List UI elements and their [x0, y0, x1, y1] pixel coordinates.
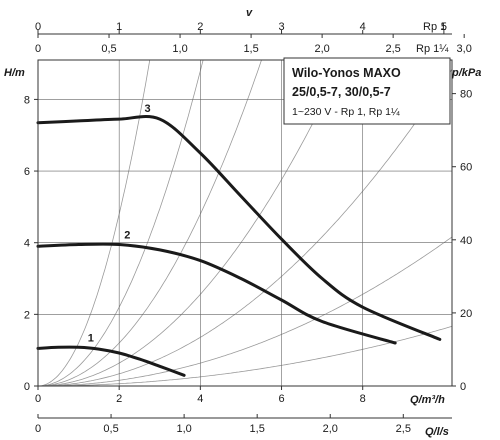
plot-frame [37, 59, 453, 387]
curve-label-1: 1 [88, 332, 94, 344]
system-curve-3 [38, 60, 262, 386]
y-right-label: p/kPa [451, 67, 481, 79]
x-bottom-tick-5: 2,5 [396, 423, 411, 435]
system-curve-4 [38, 60, 345, 386]
curve-label-2: 2 [124, 230, 130, 242]
system-curve-5 [38, 68, 452, 386]
y-left-tick-6: 6 [24, 166, 30, 178]
x-top-rp114-unit: Rp 1¼ [416, 43, 449, 55]
x-top-rp114-tick-4: 2,0 [314, 43, 329, 55]
x-top-rp1-tick-5: 5 [441, 21, 447, 33]
title-box [283, 57, 451, 125]
system-curves [38, 60, 452, 386]
x-bottom-tick-1: 0,5 [103, 423, 118, 435]
y-right-tick-20: 20 [460, 308, 472, 320]
curve-label-3: 3 [145, 103, 151, 115]
x-bottom-tick-2: 1,0 [176, 423, 191, 435]
grid [38, 60, 452, 386]
x-top-rp1-unit: Rp 1 [423, 21, 446, 33]
x-tick-6: 6 [278, 393, 284, 405]
x-top-rp1-tick-0: 0 [35, 21, 41, 33]
x-tick-8: 8 [360, 393, 366, 405]
system-curve-7 [38, 326, 452, 386]
x-top-rp114-tick-0: 0 [35, 43, 41, 55]
x-top-rp1-tick-1: 1 [116, 21, 122, 33]
x-top-rp114-tick-5: 2,5 [385, 43, 400, 55]
x-top-rp114-tick-1: 0,5 [101, 43, 116, 55]
x-top-rp1-tick-4: 4 [360, 21, 366, 33]
x-top-velocity-label: v [246, 7, 253, 19]
pump-curve-1 [36, 345, 186, 377]
x-bottom-tick-0: 0 [35, 423, 41, 435]
x-bottom-tick-4: 2,0 [323, 423, 338, 435]
y-right-tick-40: 40 [460, 235, 472, 247]
y-right-tick-0: 0 [460, 381, 466, 393]
x-top-rp114-tick-3: 1,5 [243, 43, 258, 55]
pump-curves: 1 2 3 [36, 103, 442, 377]
pump-curve-2 [36, 242, 397, 345]
x-bottom-tick-3: 1,5 [250, 423, 265, 435]
x-bottom-label: Q/l/s [425, 426, 449, 438]
x-tick-2: 2 [116, 393, 122, 405]
y-right-tick-80: 80 [460, 89, 472, 101]
y-right-tick-60: 60 [460, 162, 472, 174]
chart-info: 1~230 V - Rp 1, Rp 1¼ [292, 106, 400, 118]
x-top-rp114-tick-6: 3,0 [457, 43, 472, 55]
x-top-rp1-tick-2: 2 [197, 21, 203, 33]
x-top-rp1-tick-3: 3 [278, 21, 284, 33]
y-left-label: H/m [4, 67, 25, 79]
chart-title: Wilo-Yonos MAXO [292, 66, 401, 80]
system-curve-2 [38, 60, 204, 386]
x-tick-4: 4 [197, 393, 203, 405]
system-curve-1 [38, 60, 151, 386]
y-left-tick-2: 2 [24, 309, 30, 321]
pump-curve-3 [36, 115, 442, 341]
y-left-tick-4: 4 [24, 238, 30, 250]
system-curve-6 [38, 236, 452, 386]
chart-subtitle: 25/0,5-7, 30/0,5-7 [292, 85, 391, 99]
y-left-tick-8: 8 [24, 94, 30, 106]
y-left-tick-0: 0 [24, 381, 30, 393]
x-tick-0: 0 [35, 393, 41, 405]
x-top-rp114-tick-2: 1,0 [172, 43, 187, 55]
x-label: Q/m³/h [410, 394, 445, 406]
